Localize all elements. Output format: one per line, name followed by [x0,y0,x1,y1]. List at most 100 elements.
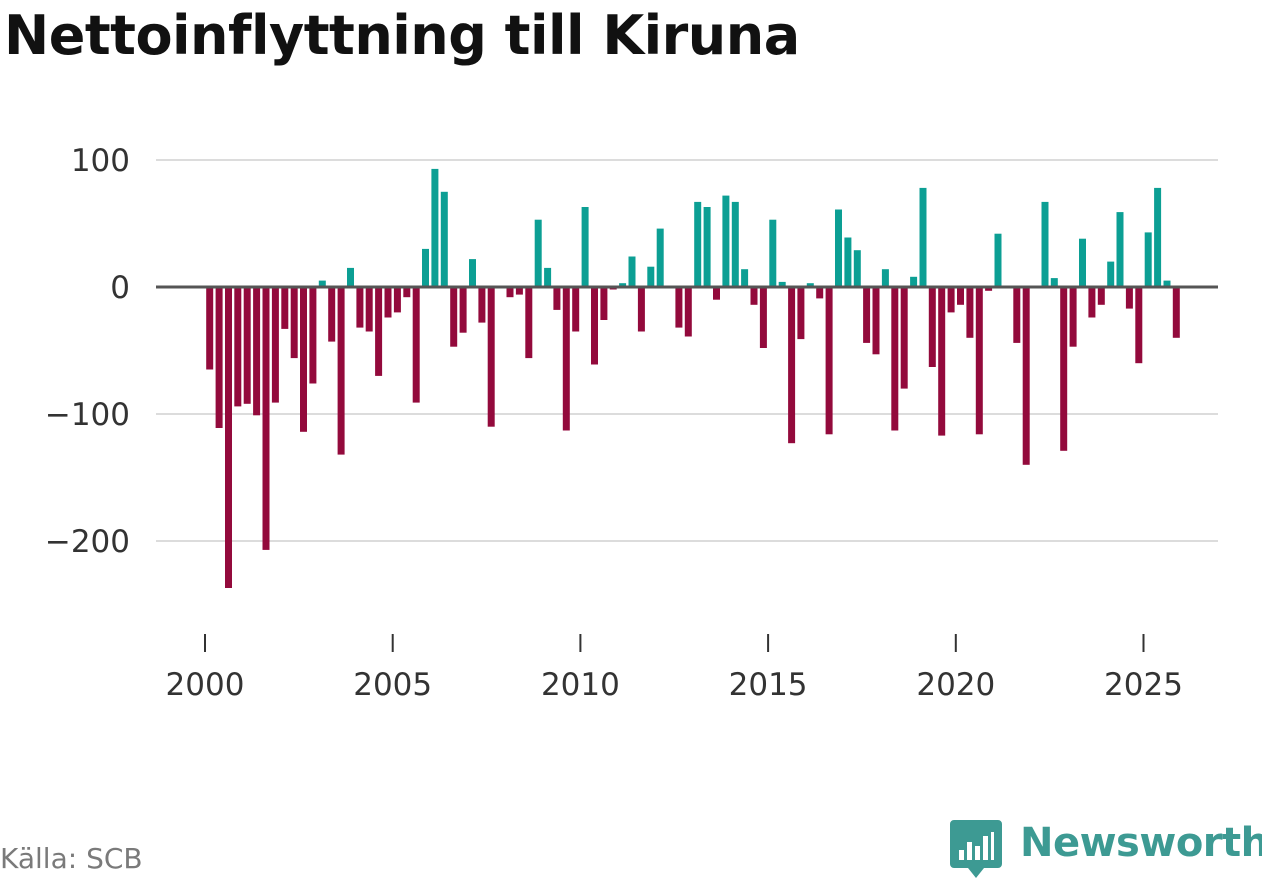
bar [459,287,467,333]
newsworthy-logo[interactable]: Newsworthy [950,818,1262,880]
newsworthy-logo-icon [950,820,1002,878]
bar [966,287,974,338]
bar [271,287,279,403]
bar [553,287,561,310]
bar [440,191,448,288]
bar [1125,287,1133,309]
x-tick-label: 2005 [353,667,432,703]
bar [469,259,476,287]
bar [637,287,645,332]
bar [412,287,420,403]
bar [403,287,411,298]
newsworthy-logo-text: Newsworthy [1020,820,1262,866]
bar [562,287,570,431]
x-tick-label: 2020 [916,667,995,703]
x-tick-label: 2010 [541,667,620,703]
bar [741,269,749,287]
bar [422,248,429,287]
bar [769,219,777,287]
bar [478,287,486,323]
bar [1163,280,1171,287]
bar [487,287,495,427]
y-tick-label: −100 [45,397,130,433]
bar [844,237,852,287]
bar [694,201,702,287]
bar-chart: 100 0 −100 −200 2000 2005 2010 2015 2020 2025 [45,143,1218,703]
bar [713,287,720,300]
x-tick-label: 2000 [166,667,245,703]
source-label: Källa: SCB [0,842,143,875]
bar [759,287,767,348]
bar [750,287,758,305]
bar [835,209,842,287]
bar [572,287,580,332]
bar [262,287,270,550]
bar [957,287,964,305]
bar [1079,238,1086,287]
bar [806,283,814,287]
bar [656,228,664,287]
bar [1088,287,1096,318]
bar [1022,287,1030,465]
bar [1013,287,1021,343]
bars [206,168,1180,588]
bar [1116,212,1124,287]
bar [393,287,401,313]
bar [778,281,786,287]
bar [356,287,364,328]
bar [600,287,608,320]
bar [431,168,439,287]
bar [1060,287,1068,451]
bar [243,287,251,404]
bar [816,287,824,299]
bar [591,287,598,365]
bar [722,195,730,287]
bar [985,287,993,291]
bar [853,250,861,287]
bar [281,287,289,329]
bar [1041,201,1049,287]
bar [675,287,683,328]
y-tick-label: 100 [71,143,130,179]
bar [206,287,214,370]
bar [788,287,796,444]
bar [375,287,383,376]
y-tick-label: −200 [45,524,130,560]
bar [1154,187,1162,287]
bar [900,287,908,389]
x-tick-label: 2025 [1104,667,1183,703]
bar [684,287,692,337]
y-tick-label: 0 [110,270,130,306]
bar [881,269,889,287]
bar [450,287,458,347]
bar [919,187,927,287]
axes: 100 0 −100 −200 2000 2005 2010 2015 2020 2025 [45,143,1218,703]
bar [703,207,711,287]
bar [863,287,871,343]
bar [1069,287,1077,347]
x-tick-label: 2015 [729,667,808,703]
bar [525,287,533,359]
bar [647,266,655,287]
bar [309,287,317,384]
bar [928,287,936,367]
bar [506,287,514,298]
bar [300,287,307,432]
bar [544,267,552,287]
bar [1107,261,1115,287]
bar [975,287,983,435]
bar [1172,287,1180,338]
bar [1050,278,1058,287]
bar [365,287,373,332]
bar [1135,287,1143,364]
bar [534,219,542,287]
bar [290,287,298,359]
bar [825,287,833,435]
bar [234,287,242,407]
bar [1144,232,1152,287]
bar [910,276,918,287]
bar [515,287,523,295]
bar [337,287,345,455]
bar [1097,287,1105,305]
bar [872,287,880,355]
